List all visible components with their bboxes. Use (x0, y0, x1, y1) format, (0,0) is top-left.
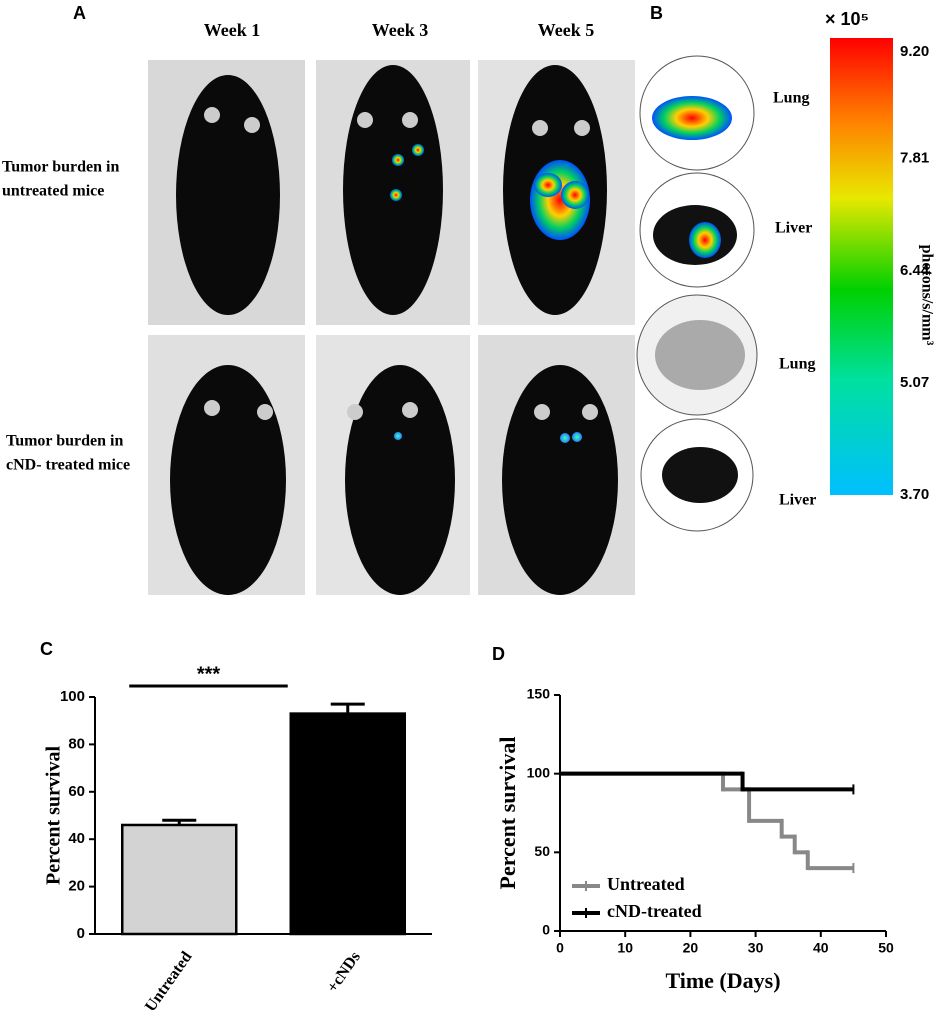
organ-label: Liver (779, 492, 816, 509)
colorbar-label: photons/s/mm³ (918, 245, 935, 346)
y-tick-label: 80 (68, 735, 85, 752)
panel-label: C (40, 639, 53, 659)
colorbar (830, 38, 893, 495)
panel-label: D (492, 644, 505, 664)
organ-label: Lung (773, 90, 809, 107)
y-tick-label: 100 (60, 688, 85, 705)
y-tick-label: 100 (527, 764, 551, 780)
week-label: Week 5 (538, 20, 595, 40)
colorbar-tick-label: 7.81 (900, 150, 929, 167)
colorbar-title: × 10⁵ (825, 9, 869, 29)
x-tick-label: 10 (617, 940, 633, 956)
panel-label: B (650, 3, 663, 23)
x-tick-label: 40 (813, 940, 829, 956)
colorbar-tick-label: 6.44 (900, 262, 930, 279)
x-tick-label: 0 (556, 940, 564, 956)
row-label: untreated mice (2, 183, 104, 200)
panel-label: A (73, 3, 86, 23)
y-tick-label: 150 (527, 686, 551, 702)
week-label: Week 3 (372, 20, 429, 40)
error-bar (162, 818, 197, 825)
row-label: Tumor burden in (2, 159, 119, 176)
y-axis-label: Percent survival (495, 737, 520, 890)
bar (289, 712, 406, 936)
annotation: *** (197, 663, 221, 685)
y-tick-label: 0 (542, 922, 550, 938)
legend-label: Untreated (607, 874, 685, 894)
x-tick-label: 30 (748, 940, 764, 956)
y-tick-label: 60 (68, 783, 85, 800)
colorbar-tick-label: 9.20 (900, 43, 929, 60)
organ-label: Lung (779, 356, 815, 373)
organ-images (636, 55, 758, 532)
y-tick-label: 50 (534, 843, 550, 859)
colorbar-tick-label: 3.70 (900, 486, 929, 503)
x-axis-label: Time (Days) (665, 968, 780, 993)
colorbar-tick-label: 5.07 (900, 374, 929, 391)
y-axis-label: Percent survival (43, 746, 65, 885)
legend-label: cND-treated (607, 901, 702, 921)
y-tick-label: 40 (68, 830, 85, 847)
x-tick-label: 50 (878, 940, 894, 956)
organ-label: Liver (775, 220, 812, 237)
x-tick-label: +cNDs (324, 949, 364, 996)
x-tick-label: 20 (683, 940, 699, 956)
x-tick-label: Untreated (142, 949, 196, 1015)
bar (121, 823, 238, 936)
row-label: cND- treated mice (6, 457, 130, 474)
week-label: Week 1 (204, 20, 261, 40)
row-label: Tumor burden in (6, 433, 123, 450)
error-bar (330, 702, 365, 714)
y-tick-label: 20 (68, 878, 85, 895)
mouse-images (148, 60, 635, 595)
y-tick-label: 0 (77, 925, 85, 942)
